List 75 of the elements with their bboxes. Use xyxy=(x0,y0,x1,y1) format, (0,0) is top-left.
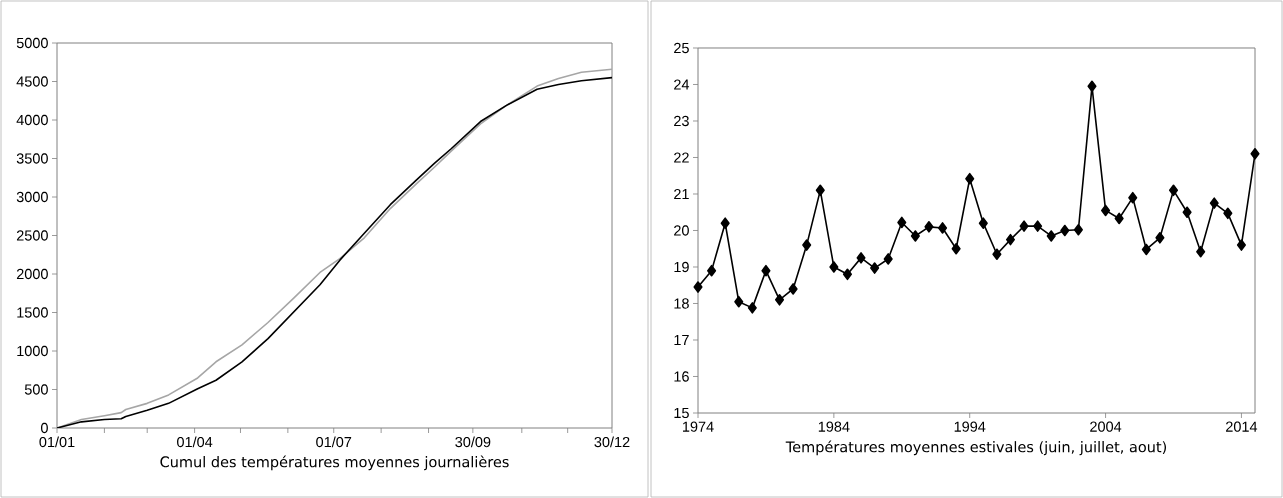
point xyxy=(1033,220,1043,232)
point xyxy=(938,222,948,234)
y-tick-label: 19 xyxy=(674,261,689,273)
point xyxy=(774,294,785,306)
point xyxy=(815,184,825,197)
y-tick-label: 1000 xyxy=(17,345,48,357)
point xyxy=(1168,184,1179,197)
point xyxy=(883,253,893,265)
y-tick-label: 24 xyxy=(674,79,690,90)
point xyxy=(693,281,703,293)
point xyxy=(829,261,839,273)
point xyxy=(910,230,920,242)
point xyxy=(1236,239,1246,251)
point xyxy=(788,283,798,295)
point xyxy=(802,239,812,251)
y-tick-label: 5000 xyxy=(16,37,48,49)
x-tick-label: 01/07 xyxy=(316,436,352,448)
y-tick-label: 25 xyxy=(674,42,689,54)
y-tick-label: 4500 xyxy=(16,76,48,87)
point xyxy=(1250,148,1260,160)
text: Cumul des températures moyennes journalières xyxy=(160,455,509,471)
point xyxy=(978,217,988,229)
y-tick-label: 2000 xyxy=(16,268,48,280)
point xyxy=(1046,230,1056,242)
point xyxy=(707,264,717,277)
x-tick-label: 01/01 xyxy=(39,436,75,448)
point xyxy=(1114,212,1124,225)
x-tick-label: 1974 xyxy=(682,421,714,432)
y-tick-label: 18 xyxy=(674,298,689,309)
y-tick-label: 1500 xyxy=(17,307,48,318)
y-tick-label: 21 xyxy=(674,188,689,200)
point xyxy=(951,242,961,255)
y-tick-label: 16 xyxy=(674,371,689,382)
point xyxy=(1182,206,1192,219)
point xyxy=(965,172,975,185)
y-tick-label: 500 xyxy=(24,384,48,395)
y-tick-label: 23 xyxy=(674,115,689,127)
y-tick-label: 15 xyxy=(674,407,689,419)
point xyxy=(1005,233,1016,246)
y-tick-label: 2500 xyxy=(16,230,48,241)
text: Températures moyennes estivales (juin, juillet, aout) xyxy=(785,440,1167,456)
point xyxy=(1019,220,1029,232)
x-tick-label: 01/04 xyxy=(177,436,213,448)
y-tick-label: 4000 xyxy=(16,114,48,126)
point xyxy=(870,262,880,274)
point xyxy=(1128,191,1138,204)
point xyxy=(1101,204,1111,217)
x-tick-label: 30/09 xyxy=(455,436,491,448)
y-tick-label: 22 xyxy=(674,152,689,163)
point xyxy=(1155,232,1165,244)
point xyxy=(897,216,907,229)
point xyxy=(761,264,771,277)
point xyxy=(1196,245,1206,258)
x-tick-label: 30/12 xyxy=(594,436,630,448)
y-tick-label: 0 xyxy=(40,422,48,434)
x-tick-label: 1994 xyxy=(954,421,986,432)
point xyxy=(1060,224,1070,237)
point xyxy=(747,302,757,314)
point xyxy=(1073,223,1083,236)
point xyxy=(734,295,744,308)
y-tick-label: 20 xyxy=(674,225,689,236)
y-tick-label: 3000 xyxy=(16,191,48,203)
point xyxy=(1223,207,1233,220)
point xyxy=(720,217,730,229)
y-tick-label: 3500 xyxy=(16,153,48,164)
point xyxy=(1141,243,1151,256)
point xyxy=(856,252,866,264)
point xyxy=(924,221,934,233)
x-tick-label: 1984 xyxy=(818,421,850,432)
x-tick-label: 2014 xyxy=(1226,421,1258,432)
point xyxy=(992,248,1002,261)
point xyxy=(842,268,852,281)
y-tick-label: 17 xyxy=(674,335,689,345)
point xyxy=(1209,197,1219,209)
x-tick-label: 2004 xyxy=(1090,421,1122,432)
